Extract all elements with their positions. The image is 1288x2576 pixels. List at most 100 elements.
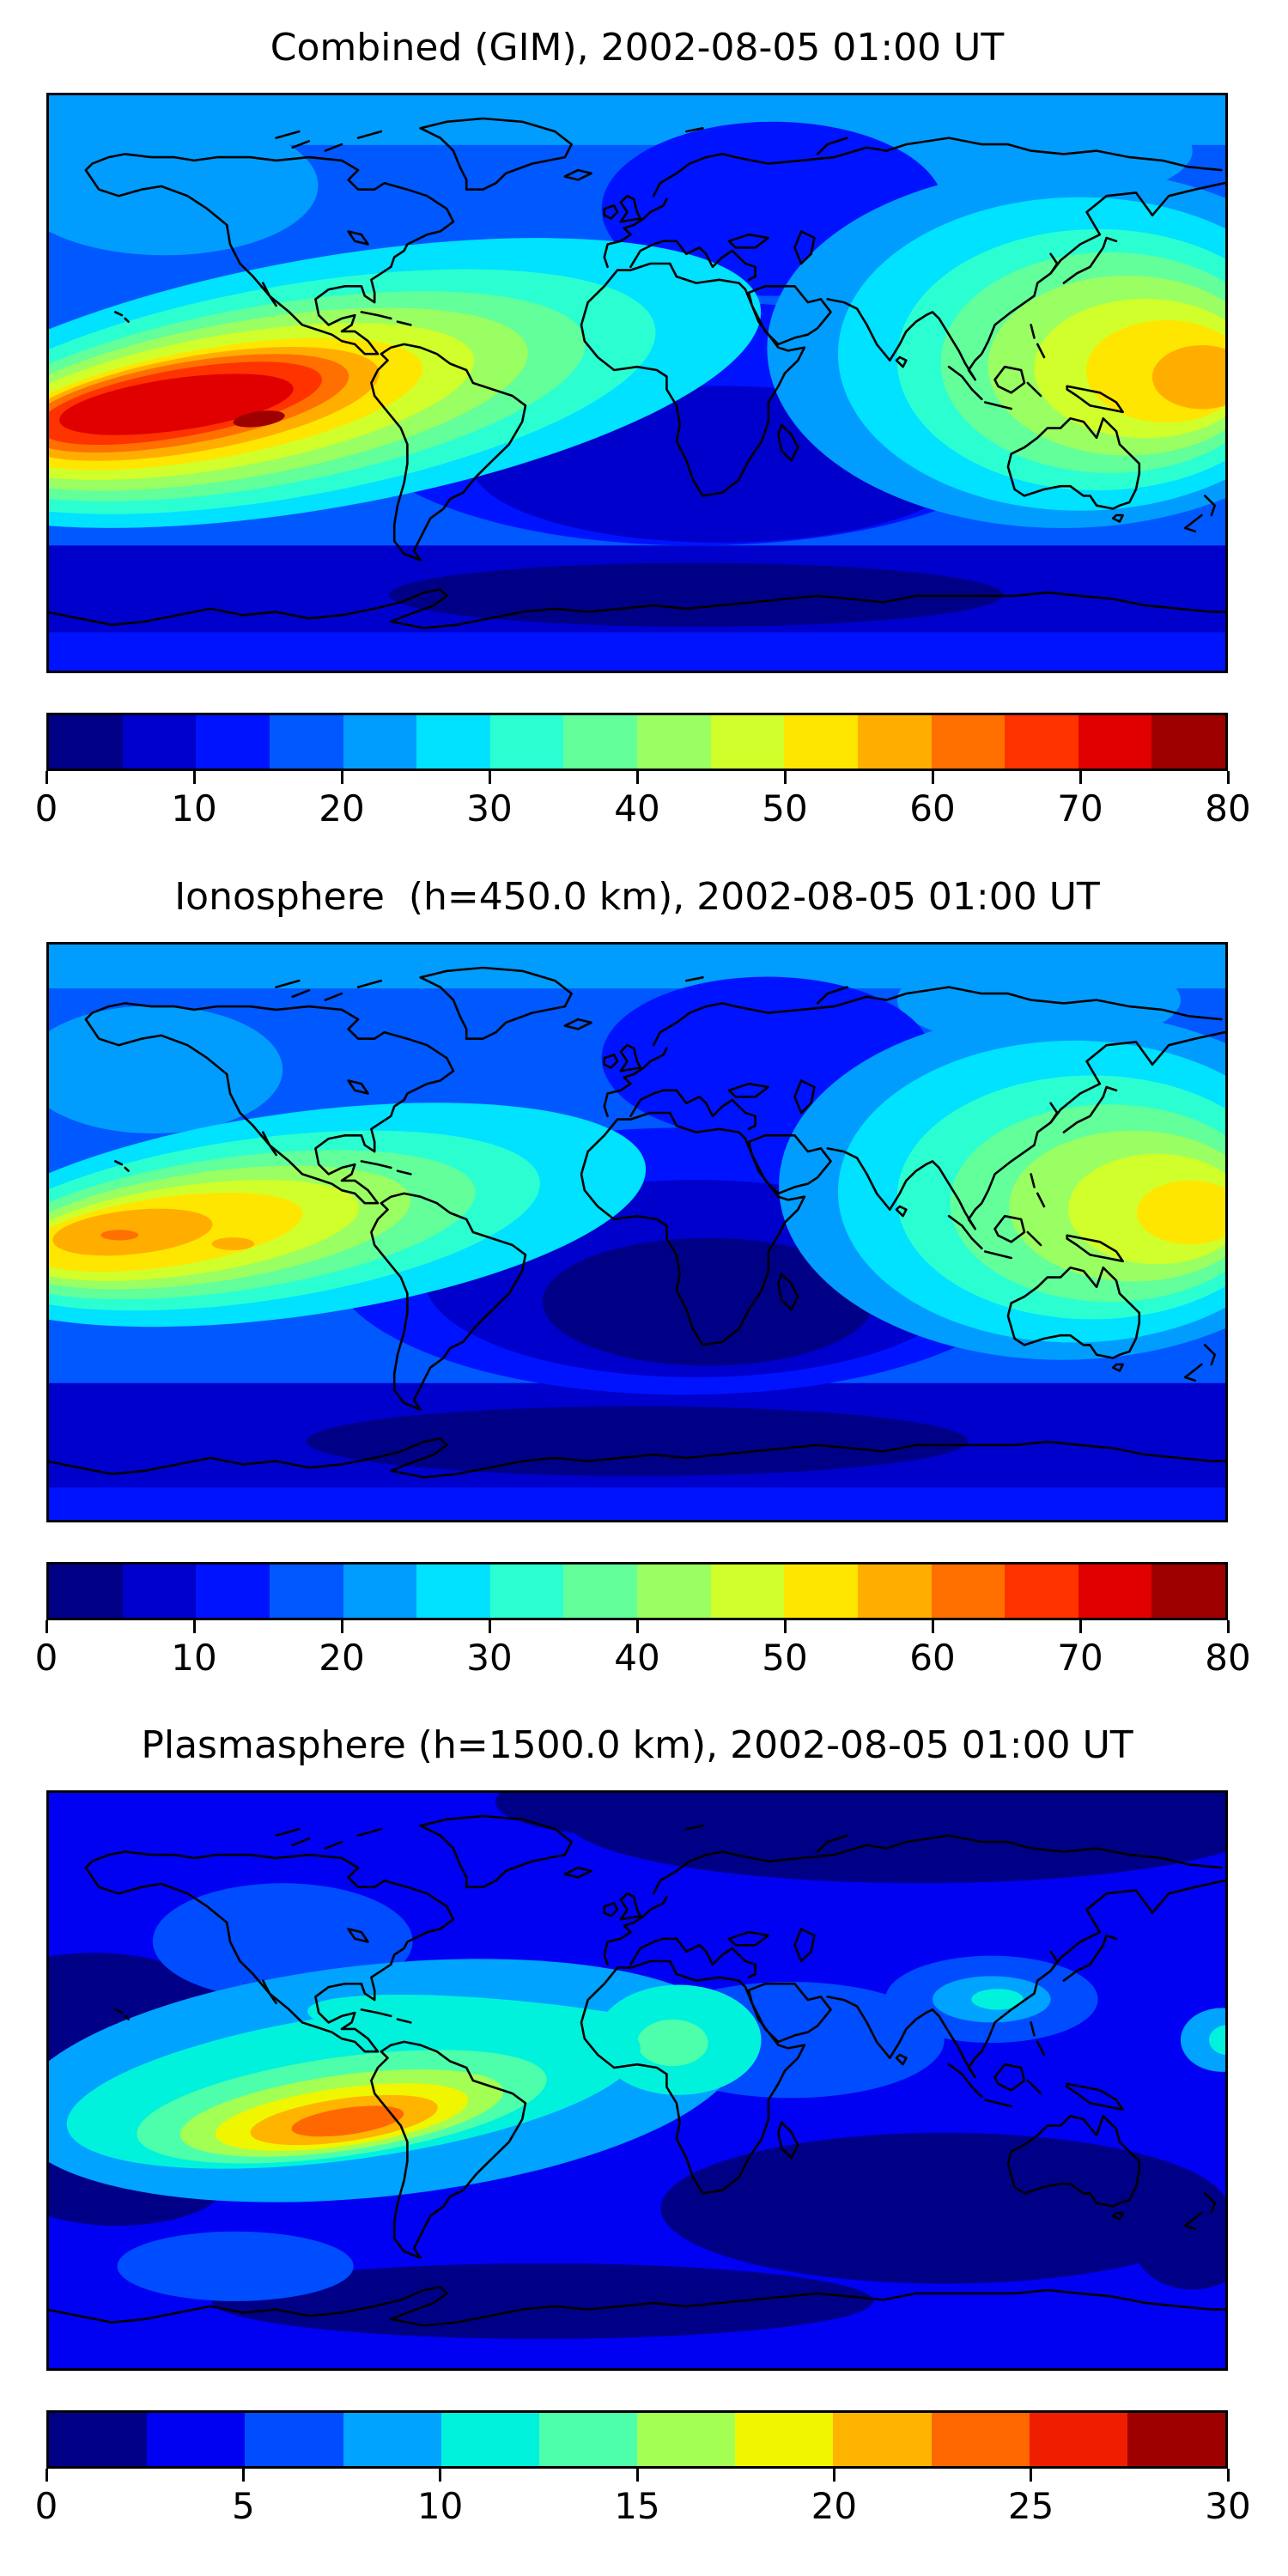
contour-blob (211, 1237, 255, 1250)
colorbar-tick-label: 30 (1205, 2485, 1251, 2527)
colorbar-tick (45, 771, 48, 784)
coastline (727, 1930, 770, 1947)
colorbar-segment (931, 2413, 1030, 2466)
coastline (1036, 1192, 1046, 1208)
coastline (114, 311, 124, 317)
coastline (895, 355, 908, 368)
coastline (1111, 2211, 1124, 2221)
coastline (347, 1928, 369, 1943)
coastline (895, 2053, 908, 2066)
colorbar-tick (488, 1620, 491, 1633)
coastline (396, 320, 412, 326)
coastline (370, 2040, 527, 2259)
coastline (1030, 2021, 1036, 2037)
colorbar-tick (1226, 771, 1230, 784)
contour-blob (100, 1230, 139, 1241)
contour-blob (389, 562, 1004, 627)
coastline (46, 588, 1228, 629)
coastline (262, 282, 277, 307)
coastline (629, 240, 756, 282)
coastline (324, 143, 343, 152)
contour-blob (1137, 1180, 1228, 1245)
colorbar-tick-label: 70 (1057, 787, 1103, 829)
coastline (1026, 2079, 1042, 2095)
coastline (603, 204, 619, 220)
colorbar-segment (1151, 715, 1225, 769)
coastline (777, 423, 799, 462)
coastline (1026, 1230, 1042, 1247)
contour-blob (291, 2105, 404, 2137)
colorbar-tick (340, 1620, 343, 1633)
coastline (1062, 1934, 1118, 1982)
colorbar-tick-label: 50 (762, 787, 808, 829)
colorbar-segment (269, 1564, 343, 1618)
colorbar-segment (1005, 715, 1078, 769)
colorbar-segment (1029, 2413, 1127, 2466)
colorbar-segment (637, 715, 711, 769)
coastline (1006, 417, 1141, 510)
colorbar-segment (931, 1564, 1005, 1618)
coastline (993, 2063, 1026, 2092)
contour-band (46, 632, 1228, 673)
contour-band (46, 1487, 1228, 1522)
colorbar-tick-label: 20 (319, 1637, 365, 1679)
coastline (419, 117, 573, 191)
colorbar-tick (241, 2469, 245, 2482)
contour-blob (117, 2231, 354, 2301)
colorbar-tick (439, 2469, 442, 2482)
contour-blob (1151, 345, 1228, 410)
colorbar-segment (637, 2413, 736, 2466)
contour-blob (637, 2020, 708, 2067)
coastline (603, 1895, 668, 1966)
coastline (895, 1205, 908, 1218)
coastline (793, 230, 816, 265)
colorbar-tick (1030, 2469, 1033, 2482)
coastline (603, 1047, 668, 1118)
colorbar-segment (1078, 715, 1152, 769)
colorbar-tick-label: 40 (614, 787, 660, 829)
colorbar-tick (192, 1620, 196, 1633)
colorbar-segment (269, 715, 343, 769)
coastline (983, 1250, 1012, 1260)
coastline (563, 168, 592, 181)
coastline (275, 130, 301, 139)
contour-blob (1180, 2008, 1228, 2072)
coastline (360, 2008, 392, 2018)
colorbar-tick-label: 0 (34, 787, 58, 829)
coastline (727, 233, 770, 249)
colorbar-segment (563, 715, 637, 769)
colorbar-tick (931, 771, 934, 784)
colorbar-segment (833, 2413, 932, 2466)
colorbar-tick (1078, 1620, 1082, 1633)
coastline (619, 194, 642, 223)
colorbar-segment (416, 715, 490, 769)
colorbar-ionosphere (46, 1562, 1228, 1620)
coastline (685, 976, 704, 982)
colorbar-tick (488, 771, 491, 784)
coastline (419, 966, 573, 1040)
colorbar-tick-label: 20 (811, 2485, 858, 2527)
colorbar-tick-label: 0 (34, 1637, 58, 1679)
colorbar-segment (196, 715, 270, 769)
coastline (1203, 1344, 1216, 1366)
map-border (46, 1790, 1228, 2371)
coastline (816, 986, 848, 1005)
coastline (793, 1928, 816, 1963)
coastline (652, 137, 1223, 197)
coastline (652, 1834, 1223, 1895)
coastline (114, 1160, 124, 1166)
colorbar-segment (637, 1564, 711, 1618)
colorbar-tick-label: 40 (614, 1637, 660, 1679)
coastline (46, 1437, 1228, 1479)
coastline (46, 2286, 1228, 2327)
coastline (1036, 2040, 1046, 2057)
coastline (124, 1166, 130, 1172)
colorbar-tick-label: 50 (762, 1637, 808, 1679)
coastline (826, 1030, 1226, 1230)
coastline (356, 1827, 383, 1837)
colorbar-segment (1005, 1564, 1078, 1618)
colorbar-segment (1127, 2413, 1226, 2466)
coastline (275, 1827, 301, 1837)
colorbar-segment (49, 1564, 123, 1618)
colorbar-segment (122, 715, 197, 769)
